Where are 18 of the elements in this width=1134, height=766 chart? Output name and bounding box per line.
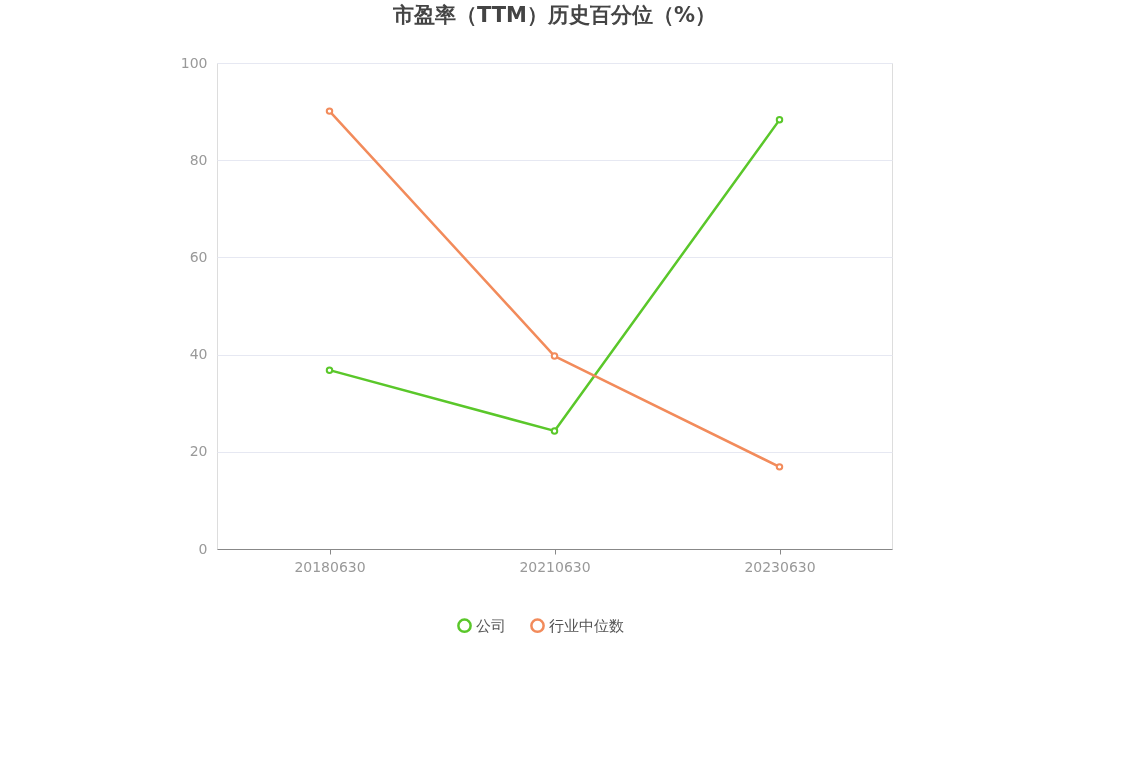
legend-label: 行业中位数	[549, 616, 624, 635]
legend-label: 公司	[476, 616, 506, 635]
point	[550, 427, 559, 435]
y-tick-label: 40	[189, 346, 208, 363]
y-tick-label: 20	[189, 443, 208, 460]
x-tick-label: 20230630	[744, 558, 816, 575]
y-tick-label: 80	[189, 151, 208, 168]
point	[775, 463, 784, 471]
point	[325, 107, 334, 115]
point	[325, 366, 334, 374]
x-tick-label: 20180630	[294, 558, 366, 575]
x-tick-label: 20210630	[519, 558, 591, 575]
point	[775, 116, 784, 124]
y-tick-label: 0	[198, 540, 208, 557]
y-tick-label: 100	[180, 54, 208, 71]
y-tick-label: 60	[189, 248, 208, 265]
chart-title: 市盈率（TTM）历史百分位（%）	[391, 3, 717, 27]
point	[550, 352, 559, 360]
